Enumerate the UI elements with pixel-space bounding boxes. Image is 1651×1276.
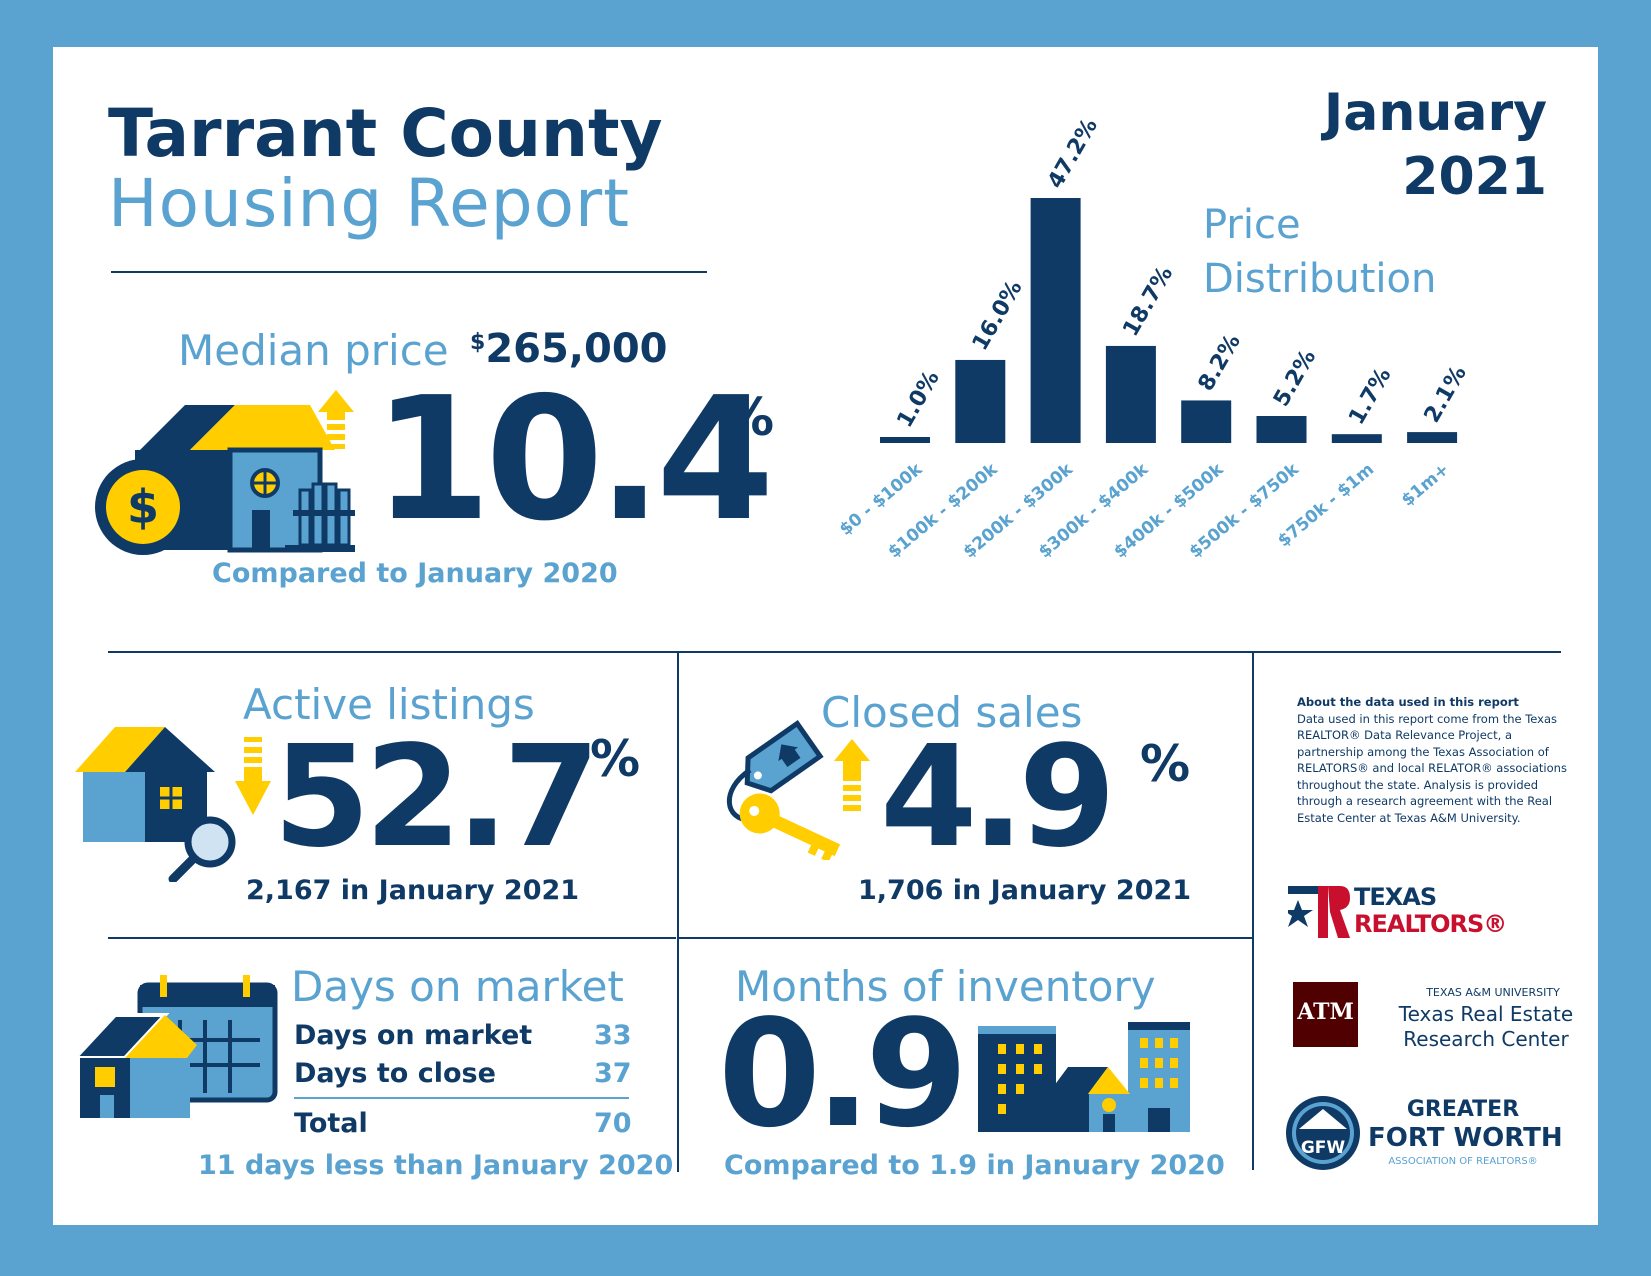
months-inventory-comparison: Compared to 1.9 in January 2020 [724, 1150, 1225, 1181]
bar-value-label-6: 1.7% [1344, 364, 1396, 429]
closed-sales-label: Closed sales [821, 688, 1083, 737]
bar-7 [1407, 432, 1458, 443]
house-with-dollar-icon: $ [95, 405, 355, 555]
median-price-value: 265,000 [485, 326, 668, 372]
closed-sales-change-value: 4.9 [880, 716, 1116, 879]
dom-total-divider [294, 1097, 629, 1099]
days-on-market-label: Days on market [291, 962, 624, 1011]
gfw-line3: ASSOCIATION OF REALTORS® [1388, 1156, 1538, 1167]
svg-text:GFW: GFW [1301, 1138, 1346, 1158]
bar-value-label-3: 18.7% [1118, 262, 1178, 341]
texas-realtors-line2: REALTORS® [1354, 910, 1507, 938]
bar-4 [1181, 400, 1232, 443]
months-inventory-value: 0.9 [718, 988, 968, 1160]
median-comparison: Compared to January 2020 [212, 558, 618, 589]
median-price-symbol: $ [470, 330, 486, 355]
title-line1: Tarrant County [108, 95, 663, 172]
closed-sales-change-unit: % [1140, 735, 1191, 793]
tamu-mark-icon: ATM [1293, 982, 1358, 1047]
about-body: Data used in this report come from the T… [1297, 711, 1567, 825]
price-distribution-title-line2: Distribution [1203, 256, 1437, 302]
calendar-house-icon [75, 975, 278, 1118]
svg-text:$: $ [127, 480, 159, 534]
bar-value-label-2: 47.2% [1043, 114, 1103, 193]
section-divider-horizontal [108, 651, 1561, 653]
bar-6 [1331, 434, 1382, 443]
about-heading: About the data used in this report [1297, 695, 1519, 709]
gfw-line2: FORT WORTH [1368, 1123, 1563, 1153]
section-divider-middle [678, 937, 1253, 939]
bar-5 [1256, 416, 1307, 443]
down-arrow-icon [235, 737, 271, 815]
months-inventory-label: Months of inventory [735, 962, 1156, 1011]
gfw-line1: GREATER [1406, 1097, 1520, 1122]
active-listings-change-unit: % [590, 730, 641, 788]
up-arrow-icon-2 [834, 739, 870, 811]
price-distribution-title: Price Distribution [1203, 198, 1436, 306]
bar-value-label-0: 1.0% [893, 367, 945, 432]
active-listings-label: Active listings [243, 680, 535, 729]
bar-value-label-7: 2.1% [1420, 362, 1472, 427]
active-listings-change-value: 52.7 [273, 716, 600, 879]
texas-realtors-mark-icon [1288, 886, 1350, 938]
city-buildings-icon [978, 1022, 1190, 1132]
bar-value-label-5: 5.2% [1269, 346, 1321, 411]
median-price: $265,000 [470, 326, 668, 372]
title-line2: Housing Report [108, 165, 631, 242]
median-change-value: 10.4 [373, 361, 774, 559]
texas-realtors-line1: TEXAS [1354, 883, 1437, 911]
column-divider-2 [1252, 652, 1254, 1170]
texas-realtors-wordmark: TEXAS REALTORS® [1354, 883, 1507, 938]
median-price-label: Median price [178, 326, 449, 375]
tamu-small-caption: TEXAS A&M UNIVERSITY [1426, 986, 1560, 999]
closed-sales-detail: 1,706 in January 2021 [858, 875, 1192, 906]
bar-1 [955, 359, 1006, 443]
dom-total-value: 70 [594, 1108, 632, 1139]
house-magnifier-icon [75, 727, 236, 882]
bar-3 [1105, 345, 1156, 443]
dom-row-1-label: Days on market [294, 1020, 533, 1051]
active-listings-detail: 2,167 in January 2021 [246, 875, 580, 906]
title-divider [111, 271, 707, 273]
dom-row-2-value: 37 [594, 1058, 632, 1089]
report-month: January [1323, 83, 1547, 143]
bar-0 [880, 437, 930, 443]
bar-value-label-1: 16.0% [968, 276, 1028, 355]
tamu-line2: Research Center [1403, 1027, 1569, 1051]
section-divider-left [108, 937, 676, 939]
dom-total-label: Total [294, 1108, 368, 1139]
price-distribution-title-line1: Price [1203, 202, 1301, 248]
price-tag-key-icon [726, 720, 841, 860]
dom-comparison: 11 days less than January 2020 [198, 1150, 674, 1181]
bar-value-label-4: 8.2% [1194, 330, 1246, 395]
column-divider-1 [677, 652, 679, 1172]
tamu-line1: Texas Real Estate [1398, 1002, 1574, 1026]
report-year: 2021 [1402, 147, 1547, 207]
category-label-7: $1m+ [1398, 460, 1453, 511]
median-change-unit: % [722, 388, 775, 448]
about-data-note: About the data used in this report Data … [1297, 694, 1567, 826]
bar-2 [1030, 198, 1081, 443]
gfw-seal-icon: GFW [1286, 1096, 1360, 1170]
dom-row-1-value: 33 [594, 1020, 632, 1051]
up-arrow-icon [318, 390, 354, 449]
dom-row-2-label: Days to close [294, 1058, 496, 1089]
